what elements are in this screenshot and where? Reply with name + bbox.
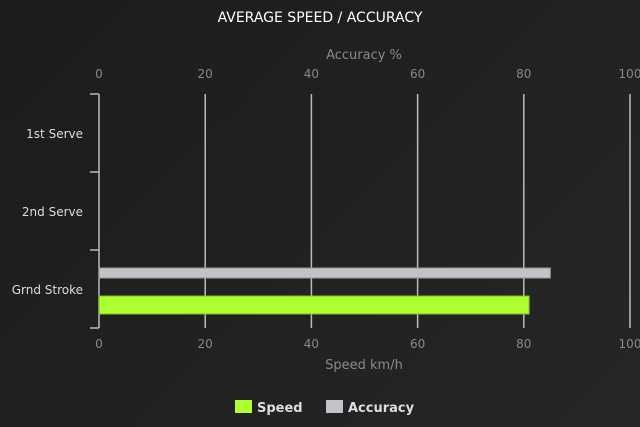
top-tick-label: 40 bbox=[304, 67, 319, 81]
top-tick-label: 80 bbox=[516, 67, 531, 81]
legend-swatch-accuracy bbox=[326, 400, 343, 413]
top-tick-label: 100 bbox=[619, 67, 640, 81]
bottom-tick-label: 0 bbox=[95, 337, 103, 351]
bottom-tick-label: 60 bbox=[410, 337, 425, 351]
top-tick-label: 60 bbox=[410, 67, 425, 81]
legend-label-speed: Speed bbox=[257, 401, 303, 416]
bottom-axis-label: Speed km/h bbox=[325, 358, 403, 373]
legend-label-accuracy: Accuracy bbox=[348, 401, 415, 416]
top-tick-label: 0 bbox=[95, 67, 103, 81]
category-label: 1st Serve bbox=[26, 127, 83, 141]
category-label: Grnd Stroke bbox=[12, 283, 83, 297]
bottom-tick-label: 20 bbox=[198, 337, 213, 351]
legend-swatch-speed bbox=[235, 400, 252, 413]
bottom-tick-label: 100 bbox=[619, 337, 640, 351]
top-tick-label: 20 bbox=[198, 67, 213, 81]
bottom-tick-label: 40 bbox=[304, 337, 319, 351]
bar-speed bbox=[98, 295, 530, 315]
bar-accuracy bbox=[98, 267, 551, 279]
category-label: 2nd Serve bbox=[22, 205, 83, 219]
chart-title: AVERAGE SPEED / ACCURACY bbox=[218, 10, 423, 26]
bottom-tick-label: 80 bbox=[516, 337, 531, 351]
top-axis-label: Accuracy % bbox=[326, 48, 402, 63]
